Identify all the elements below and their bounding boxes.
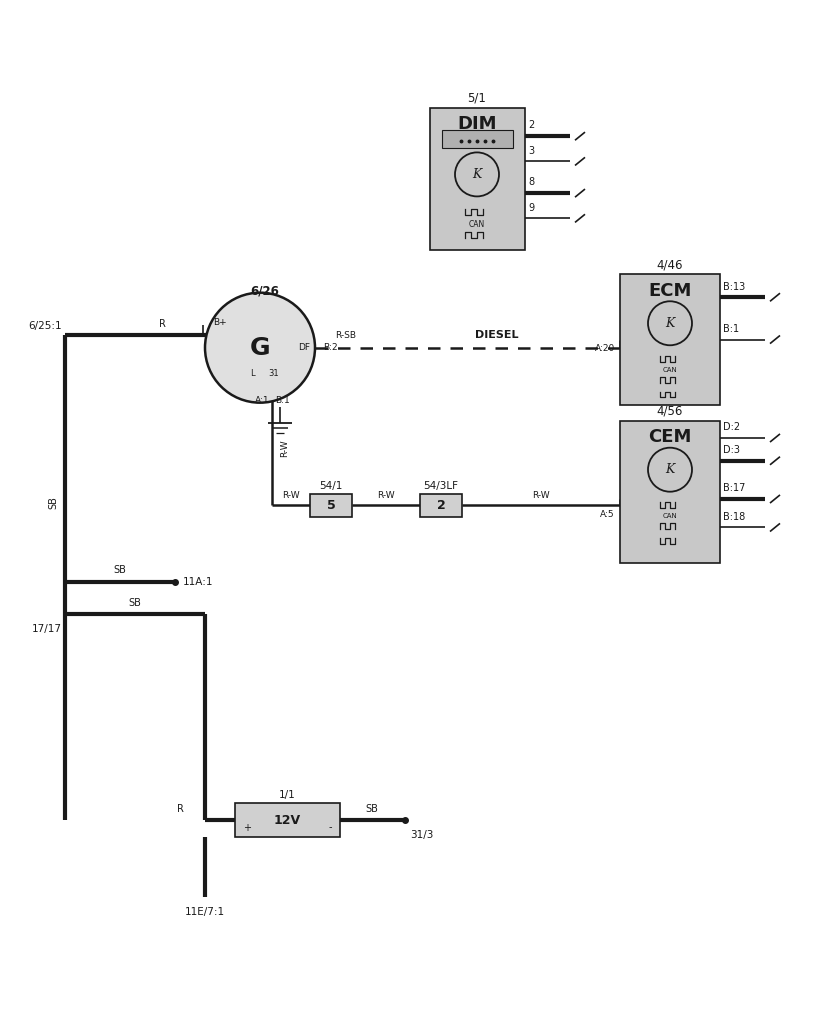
Text: 3: 3 [528, 145, 534, 156]
Text: A:5: A:5 [601, 510, 615, 518]
Text: G: G [250, 336, 271, 359]
Text: 31: 31 [268, 369, 278, 378]
Text: 2: 2 [436, 499, 446, 512]
Text: 8: 8 [528, 177, 534, 187]
Text: 12V: 12V [273, 814, 301, 826]
Text: -: - [328, 822, 332, 833]
Text: B:1: B:1 [723, 324, 739, 334]
Text: K: K [666, 463, 675, 476]
Text: 6/25:1: 6/25:1 [28, 322, 62, 332]
Text: 54/1: 54/1 [319, 481, 342, 490]
Text: B:2: B:2 [323, 343, 337, 352]
Text: 6/26: 6/26 [251, 285, 279, 297]
FancyBboxPatch shape [442, 130, 513, 148]
Text: R-SB: R-SB [335, 332, 356, 340]
Text: 4/46: 4/46 [656, 258, 683, 271]
Text: 9: 9 [528, 203, 534, 213]
Text: B+: B+ [213, 317, 227, 327]
Text: 11A:1: 11A:1 [183, 577, 213, 587]
FancyBboxPatch shape [430, 108, 525, 250]
Text: L: L [251, 369, 255, 378]
Text: DIESEL: DIESEL [476, 331, 519, 340]
Circle shape [205, 293, 315, 402]
Text: 1/1: 1/1 [278, 791, 296, 800]
Text: 4/56: 4/56 [656, 404, 683, 418]
FancyBboxPatch shape [620, 274, 720, 404]
Text: 11E/7:1: 11E/7:1 [185, 907, 225, 918]
Text: B:1: B:1 [275, 396, 290, 406]
Text: 2: 2 [528, 121, 534, 130]
Text: DF: DF [298, 343, 310, 352]
Text: D:2: D:2 [723, 422, 741, 432]
Text: R: R [177, 804, 183, 814]
Text: 31/3: 31/3 [410, 830, 433, 840]
Text: B:17: B:17 [723, 483, 746, 494]
Text: R-W: R-W [377, 490, 395, 500]
Text: CAN: CAN [662, 367, 677, 373]
Text: SB: SB [128, 598, 142, 608]
FancyBboxPatch shape [235, 803, 340, 838]
Text: R-W: R-W [532, 490, 550, 500]
Text: B:18: B:18 [723, 512, 746, 522]
Text: 54/3LF: 54/3LF [423, 481, 458, 490]
Text: A:1: A:1 [255, 395, 270, 404]
Text: R: R [158, 318, 166, 329]
Text: DIM: DIM [457, 115, 496, 133]
Text: SB: SB [113, 565, 127, 575]
Text: D:3: D:3 [723, 445, 740, 455]
Text: R-W: R-W [282, 490, 300, 500]
Text: K: K [472, 168, 481, 181]
Text: ECM: ECM [648, 282, 691, 300]
Text: CAN: CAN [469, 219, 485, 228]
FancyBboxPatch shape [620, 421, 720, 563]
Text: SB: SB [48, 496, 58, 509]
Text: 5/1: 5/1 [467, 91, 486, 104]
Text: B:13: B:13 [723, 282, 746, 292]
Text: A:20: A:20 [595, 344, 615, 352]
Text: +: + [243, 822, 251, 833]
Text: 5: 5 [327, 499, 336, 512]
FancyBboxPatch shape [420, 495, 462, 517]
FancyBboxPatch shape [310, 495, 352, 517]
Text: SB: SB [366, 804, 378, 814]
Text: R-W: R-W [280, 439, 289, 458]
Text: CEM: CEM [648, 428, 691, 446]
Text: K: K [666, 316, 675, 330]
Text: 17/17: 17/17 [32, 625, 62, 634]
Text: CAN: CAN [662, 513, 677, 519]
